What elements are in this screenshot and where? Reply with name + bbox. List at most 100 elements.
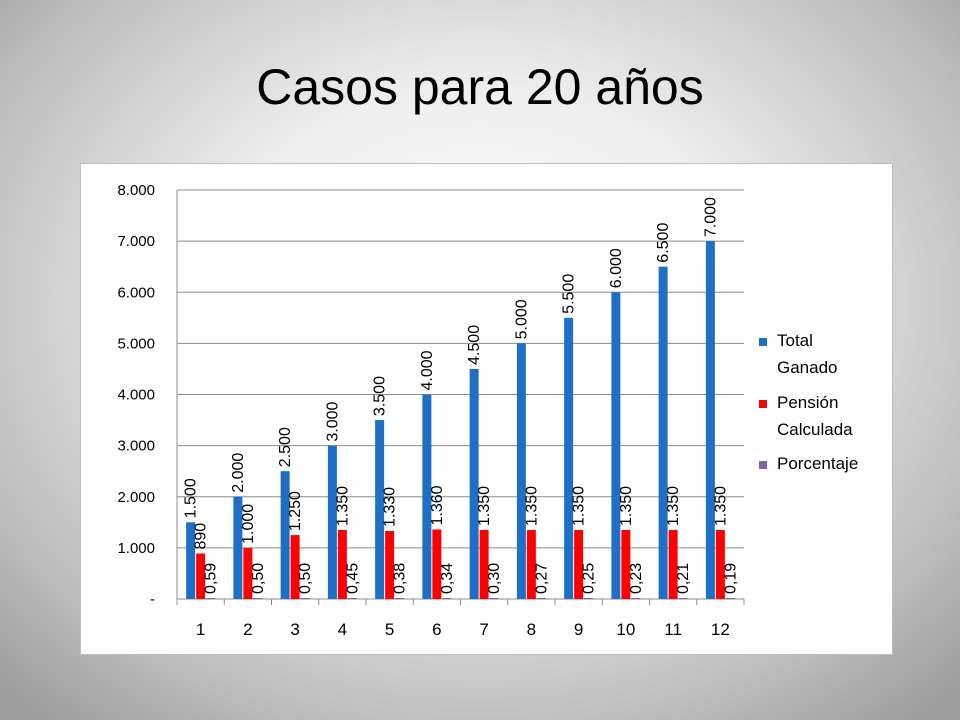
data-label: 3.500 (372, 376, 389, 416)
bar-porcentaje (300, 598, 310, 599)
bar-pension-calculada (337, 529, 347, 599)
data-label: 1.350 (618, 486, 635, 526)
bar-total-ganado (280, 471, 290, 599)
data-label: 0,19 (722, 563, 739, 594)
x-tick-label: 2 (243, 620, 252, 639)
legend-swatch (759, 338, 767, 346)
bar-total-ganado (233, 496, 243, 599)
bar-pension-calculada (243, 547, 253, 599)
data-label: 0,59 (203, 563, 220, 594)
data-label: 1.350 (523, 486, 540, 526)
data-label: 0,34 (439, 563, 456, 594)
x-tick-label: 5 (385, 620, 394, 639)
data-label: 1.350 (571, 486, 588, 526)
data-label: 1.000 (240, 504, 257, 544)
data-label: 0,38 (392, 563, 409, 594)
data-label: 1.350 (712, 486, 729, 526)
bar-pension-calculada (290, 535, 300, 599)
y-tick-label: 6.000 (117, 284, 155, 301)
bar-porcentaje (347, 598, 357, 599)
bar-porcentaje (489, 598, 499, 599)
bar-porcentaje (536, 598, 546, 599)
data-label: 3.000 (324, 401, 341, 441)
data-label: 0,50 (250, 563, 267, 594)
data-label: 1.360 (429, 485, 446, 525)
bar-pension-calculada (432, 529, 442, 599)
x-tick-label: 11 (664, 620, 682, 639)
data-label: 1.500 (183, 478, 200, 518)
bar-total-ganado (705, 241, 715, 599)
y-tick-label: 1.000 (117, 540, 155, 557)
chart-frame: - 1.000 2.000 3.000 4.000 5.000 6.000 7.000 8.00… (80, 163, 893, 655)
data-label: 6.000 (608, 248, 625, 288)
x-tick-label: 9 (574, 620, 583, 639)
bar-pension-calculada (196, 553, 206, 599)
data-label: 2.000 (230, 453, 247, 493)
bar-porcentaje (253, 598, 263, 599)
bar-porcentaje (584, 598, 594, 599)
y-tick-label: - (150, 591, 155, 608)
data-label: 1.350 (476, 486, 493, 526)
y-tick-label: 5.000 (117, 335, 155, 352)
legend-label: Pensión (777, 393, 838, 412)
bar-pension-calculada (621, 529, 631, 599)
y-tick-label: 7.000 (117, 233, 155, 250)
data-label: 0,50 (297, 563, 314, 594)
legend-swatch (759, 400, 767, 408)
y-tick-label: 8.000 (117, 182, 155, 199)
bar-pension-calculada (574, 529, 584, 599)
legend-label: Total (777, 331, 813, 350)
data-label: 1.250 (287, 491, 304, 531)
x-tick-label: 4 (338, 620, 347, 639)
x-tick-label: 8 (527, 620, 536, 639)
x-tick-label: 3 (290, 620, 299, 639)
bar-pension-calculada (526, 529, 536, 599)
bar-total-ganado (469, 368, 479, 599)
legend-swatch (759, 461, 767, 469)
data-label: 4.500 (466, 325, 483, 365)
bar-total-ganado (658, 266, 668, 599)
x-tick-label: 7 (479, 620, 488, 639)
data-label: 5.000 (513, 299, 530, 339)
y-tick-label: 3.000 (117, 438, 155, 455)
bar-total-ganado (375, 420, 385, 599)
bar-total-ganado (186, 522, 196, 599)
data-label: 0,30 (486, 563, 503, 594)
y-tick-label: 4.000 (117, 387, 155, 404)
data-label: 890 (193, 523, 210, 550)
slide-title: Casos para 20 años (256, 59, 704, 115)
x-tick-label: 12 (711, 620, 730, 639)
bar-porcentaje (725, 598, 735, 599)
data-label: 4.000 (419, 350, 436, 390)
x-tick-label: 1 (196, 620, 205, 639)
bar-total-ganado (327, 445, 337, 599)
data-label: 0,27 (533, 563, 550, 594)
bar-total-ganado (611, 292, 621, 599)
legend-label: Ganado (777, 358, 838, 377)
bar-total-ganado (516, 343, 526, 599)
data-label: 6.500 (655, 223, 672, 263)
data-label: 1.350 (665, 486, 682, 526)
data-label: 0,23 (628, 563, 645, 594)
data-label: 0,45 (344, 563, 361, 594)
x-tick-label: 6 (432, 620, 441, 639)
bar-porcentaje (631, 598, 641, 599)
y-tick-label: 2.000 (117, 489, 155, 506)
data-label: 1.350 (334, 486, 351, 526)
bar-chart: - 1.000 2.000 3.000 4.000 5.000 6.000 7.000 8.00… (117, 182, 858, 639)
data-label: 2.500 (277, 427, 294, 467)
data-label: 7.000 (702, 197, 719, 237)
bar-total-ganado (564, 317, 574, 599)
bar-pension-calculada (668, 529, 678, 599)
data-label: 5.500 (561, 274, 578, 314)
bar-total-ganado (422, 394, 432, 599)
x-tick-label: 10 (616, 620, 635, 639)
bar-pension-calculada (715, 529, 725, 599)
data-label: 1.330 (382, 487, 399, 527)
bar-porcentaje (395, 598, 405, 599)
data-label: 0,25 (581, 563, 598, 594)
legend-label: Porcentaje (777, 454, 858, 473)
bar-pension-calculada (385, 531, 395, 599)
bar-porcentaje (442, 598, 452, 599)
bar-pension-calculada (479, 529, 489, 599)
